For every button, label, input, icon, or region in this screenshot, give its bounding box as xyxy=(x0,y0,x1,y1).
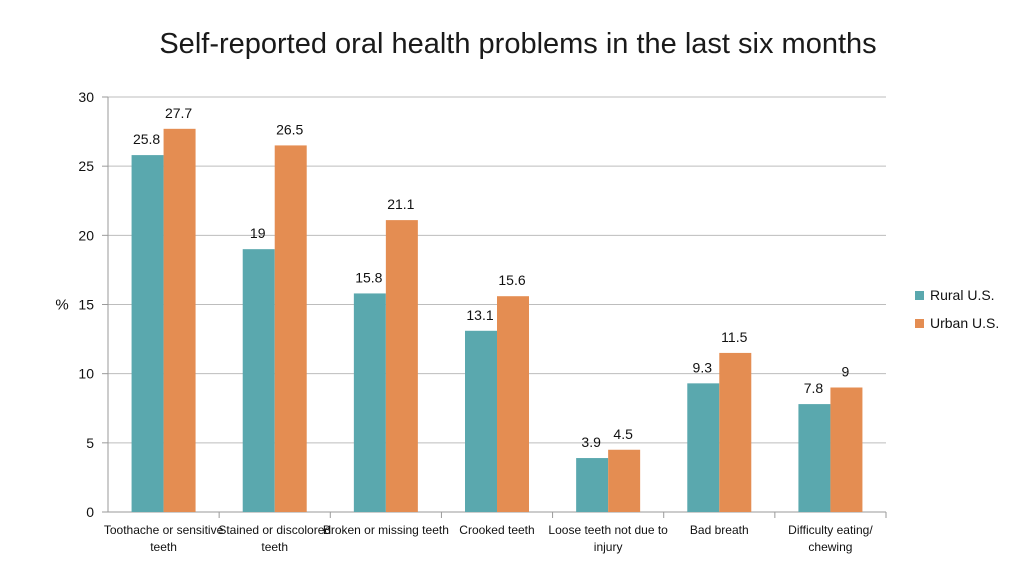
x-tick-label: injury xyxy=(594,540,623,554)
x-tick-label: Loose teeth not due to xyxy=(548,523,668,537)
bar xyxy=(497,296,529,512)
x-tick-label: Toothache or sensitive xyxy=(104,523,224,537)
data-label: 11.5 xyxy=(721,329,747,345)
bar xyxy=(163,128,196,513)
x-tick-label: Stained or discolored xyxy=(218,523,331,537)
x-tick-label: Crooked teeth xyxy=(459,523,534,537)
legend-label: Rural U.S. xyxy=(930,287,995,303)
data-label: 21.1 xyxy=(387,196,414,212)
bar xyxy=(687,383,720,512)
data-label: 3.9 xyxy=(581,434,601,450)
bar xyxy=(798,404,831,512)
y-tick-label: 15 xyxy=(78,297,94,313)
x-tick-label: teeth xyxy=(261,540,288,554)
x-tick-label: chewing xyxy=(808,540,852,554)
bar xyxy=(385,220,418,512)
y-tick-label: 25 xyxy=(78,158,94,174)
y-tick-label: 0 xyxy=(86,504,94,520)
bar xyxy=(719,352,752,512)
y-tick-label: 5 xyxy=(86,435,94,451)
data-label: 25.8 xyxy=(133,131,160,147)
bar xyxy=(830,387,863,512)
chart-title: Self-reported oral health problems in th… xyxy=(159,28,877,60)
y-tick-label: 20 xyxy=(78,227,94,243)
y-tick-label: 30 xyxy=(78,89,94,105)
bar xyxy=(353,293,386,512)
legend-swatch xyxy=(915,319,924,328)
bar xyxy=(576,458,609,512)
y-tick-label: 10 xyxy=(78,366,94,382)
x-tick-label: Difficulty eating/ xyxy=(788,523,873,537)
data-label: 26.5 xyxy=(276,121,303,137)
x-tick-label: Bad breath xyxy=(690,523,749,537)
data-label: 9 xyxy=(842,364,850,380)
data-label: 15.8 xyxy=(355,269,382,285)
data-label: 15.6 xyxy=(498,272,525,288)
y-axis-label: % xyxy=(55,297,68,314)
data-label: 27.7 xyxy=(165,105,192,121)
data-label: 9.3 xyxy=(693,359,713,375)
x-tick-label: Broken or missing teeth xyxy=(323,523,449,537)
bar xyxy=(242,249,275,512)
bar xyxy=(274,145,307,512)
bar xyxy=(131,155,164,512)
x-tick-label: teeth xyxy=(150,540,177,554)
data-label: 13.1 xyxy=(466,307,493,323)
data-label: 4.5 xyxy=(613,426,633,442)
bar xyxy=(465,330,497,512)
bar xyxy=(608,449,641,512)
legend-label: Urban U.S. xyxy=(930,315,999,331)
legend-swatch xyxy=(915,291,924,300)
data-label: 7.8 xyxy=(804,380,824,396)
data-label: 19 xyxy=(250,225,266,241)
